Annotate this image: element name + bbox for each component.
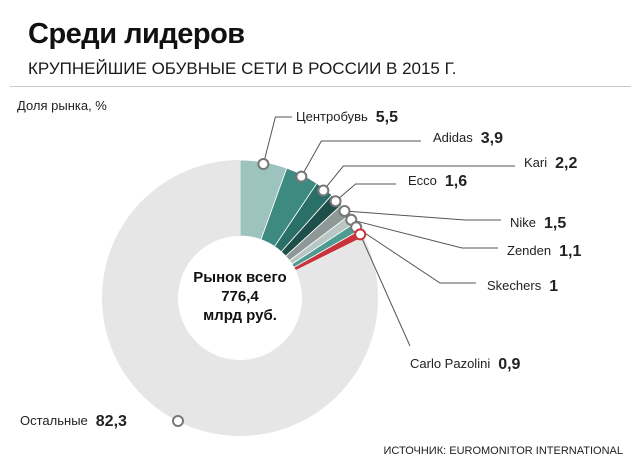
- label-name-ecco: Ecco: [408, 173, 437, 188]
- label-name-zenden: Zenden: [507, 243, 551, 258]
- measure-label: Доля рынка, %: [17, 98, 107, 113]
- label-name-skechers: Skechers: [487, 278, 542, 293]
- marker-tsentrobuv: [257, 158, 270, 171]
- marker-ecco: [329, 195, 342, 208]
- header-divider: [10, 86, 631, 87]
- label-value-nike: 1,5: [544, 215, 566, 232]
- label-value-tsentrobuv: 5,5: [376, 109, 398, 126]
- label-name-adidas: Adidas: [433, 130, 473, 145]
- label-name-carlo-pazolini: Carlo Pazolini: [410, 356, 490, 371]
- center-total-line3: млрд руб.: [203, 307, 277, 324]
- label-value-carlo-pazolini: 0,9: [498, 356, 520, 373]
- center-total-line1: Рынок всего: [193, 269, 286, 286]
- label-value-zenden: 1,1: [559, 243, 581, 260]
- leader-kari: [322, 165, 515, 191]
- leader-tsentrobuv: [262, 116, 292, 165]
- marker-kari: [317, 184, 330, 197]
- slice-others: [101, 160, 378, 436]
- chart-subtitle: КРУПНЕЙШИЕ ОБУВНЫЕ СЕТИ В РОССИИ В 2015 …: [28, 59, 457, 78]
- leader-ecco: [335, 183, 396, 202]
- label-name-tsentrobuv: Центробувь: [296, 109, 368, 124]
- leader-nike: [344, 210, 501, 221]
- label-value-adidas: 3,9: [481, 130, 503, 147]
- leader-carlo-pazolini: [359, 234, 411, 347]
- center-total-line2: 776,4: [221, 288, 259, 305]
- label-value-others: 82,3: [96, 413, 127, 430]
- marker-adidas: [295, 170, 308, 183]
- label-name-others: Остальные: [20, 413, 88, 428]
- leader-skechers: [355, 226, 476, 284]
- leader-zenden: [351, 219, 498, 249]
- label-value-kari: 2,2: [555, 155, 577, 172]
- label-value-skechers: 1: [549, 278, 558, 295]
- marker-nike: [338, 204, 351, 217]
- source-note: ИСТОЧНИК: EUROMONITOR INTERNATIONAL: [383, 445, 624, 457]
- leader-adidas: [300, 140, 421, 177]
- label-name-nike: Nike: [510, 215, 536, 230]
- chart-title: Среди лидеров: [28, 18, 245, 50]
- label-name-kari: Kari: [524, 155, 547, 170]
- label-value-ecco: 1,6: [445, 173, 467, 190]
- marker-others: [172, 415, 184, 427]
- marker-carlo-pazolini: [354, 228, 367, 241]
